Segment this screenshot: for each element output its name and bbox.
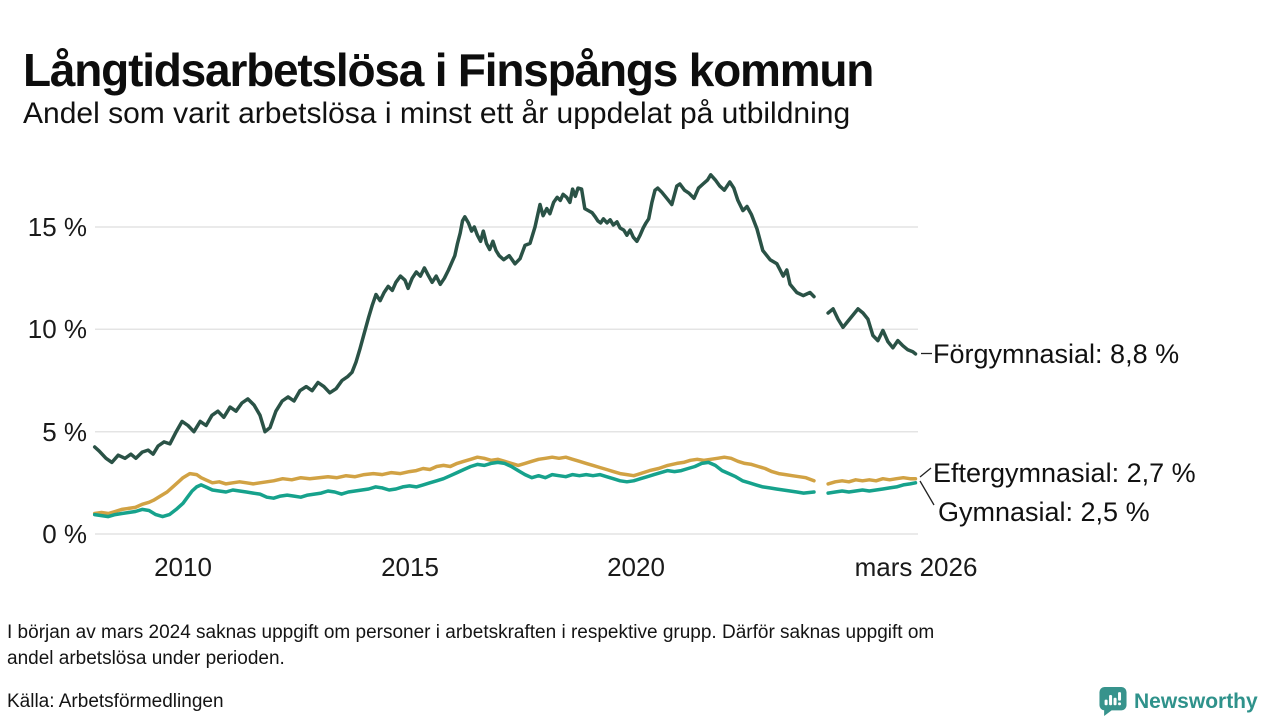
x-axis-tick-label-2020: 2020 xyxy=(607,552,665,582)
newsworthy-logo: Newsworthy xyxy=(1099,686,1258,717)
footnote-line-2: andel arbetslösa under perioden. xyxy=(7,648,285,669)
chart-title: Långtidsarbetslösa i Finspångs kommun xyxy=(23,43,874,96)
series-end-label-forgymnasial: Förgymnasial: 8,8 % xyxy=(933,339,1180,369)
y-axis-tick-label-10: 10 % xyxy=(27,314,87,344)
x-axis-tick-label-mars-2026: mars 2026 xyxy=(854,552,978,582)
newsworthy-logo-icon xyxy=(1099,687,1127,716)
series-end-label-gymnasial: Gymnasial: 2,5 % xyxy=(938,497,1150,527)
y-axis-tick-label-15: 15 % xyxy=(27,212,87,242)
chart-subtitle: Andel som varit arbetslösa i minst ett å… xyxy=(23,97,851,130)
newsworthy-logo-text: Newsworthy xyxy=(1134,689,1258,713)
y-axis-tick-label-0: 0 % xyxy=(42,519,87,549)
source-note: Källa: Arbetsförmedlingen xyxy=(7,691,224,712)
y-axis-tick-label-5: 5 % xyxy=(42,417,87,447)
x-axis-tick-label-2010: 2010 xyxy=(154,552,212,582)
series-end-label-eftergymnasial: Eftergymnasial: 2,7 % xyxy=(933,458,1196,488)
x-axis-tick-label-2015: 2015 xyxy=(381,552,439,582)
footnote-line-1: I början av mars 2024 saknas uppgift om … xyxy=(7,622,935,643)
